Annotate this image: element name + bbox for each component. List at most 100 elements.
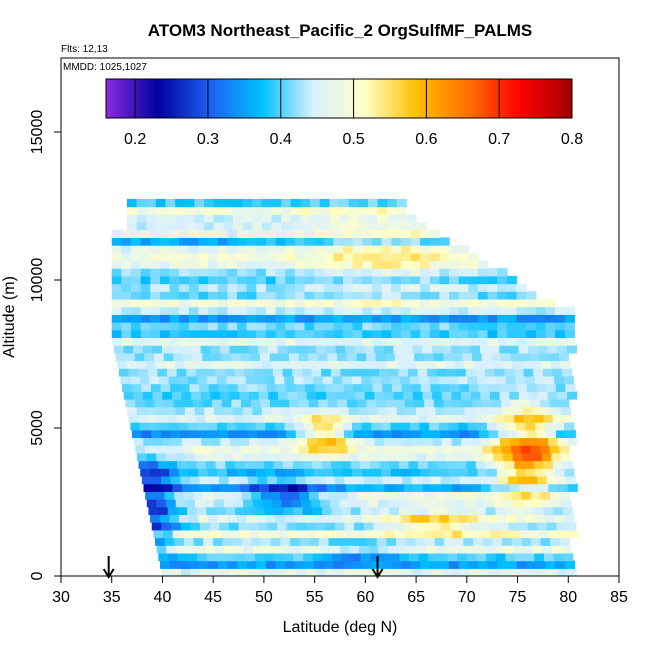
heatmap-cell [188,514,199,523]
heatmap-cell [555,306,566,315]
heatmap-cell [436,545,447,554]
heatmap-cell [419,422,430,431]
heatmap-cell [499,391,510,400]
heatmap-cell [552,414,563,423]
heatmap-cell [223,214,234,223]
heatmap-cell [227,337,239,346]
heatmap-cell [260,398,271,408]
heatmap-cell [342,422,353,431]
heatmap-cell [188,314,200,323]
heatmap-cell [516,298,527,308]
heatmap-cell [530,537,542,546]
heatmap-cell [316,391,327,400]
heatmap-cell [530,491,541,500]
heatmap-cell [227,329,238,339]
heatmap-cell [367,198,379,208]
heatmap-cell [480,391,491,400]
heatmap-cell [224,368,236,377]
heatmap-cell [541,406,552,415]
heatmap-cell [237,337,248,346]
heatmap-cell [352,468,363,477]
heatmap-cell [406,360,417,369]
heatmap-cell [157,460,169,469]
heatmap-cell [366,445,377,454]
heatmap-cell [352,275,363,285]
heatmap-cell [123,391,134,400]
heatmap-cell [264,375,276,385]
heatmap-cell [344,522,355,531]
heatmap-cell [381,322,392,331]
x-tick-label: 60 [356,589,374,606]
heatmap-cell [203,537,214,546]
heatmap-cell [181,345,192,354]
heatmap-cell [223,198,234,208]
heatmap-cell [217,260,228,269]
heatmap-cell [389,552,400,562]
heatmap-cell [304,245,315,254]
heatmap-cell [154,491,166,500]
heatmap-cell [226,468,238,477]
heatmap-cell [420,275,431,285]
heatmap-cell [111,322,122,331]
heatmap-cell [374,391,385,400]
heatmap-cell [333,560,344,569]
heatmap-cell [454,452,466,462]
heatmap-cell [391,560,402,569]
heatmap-cell [468,252,479,262]
heatmap-cell [477,329,489,339]
heatmap-cell [181,391,192,400]
heatmap-cell [390,468,402,477]
heatmap-cell [381,237,392,246]
heatmap-cell [303,375,314,385]
heatmap-cell [483,452,495,462]
heatmap-cell [265,229,277,238]
heatmap-cell [219,568,230,576]
heatmap-cell [271,206,282,215]
heatmap-cell [133,391,144,400]
heatmap-cell [237,252,248,262]
heatmap-cell [275,283,286,292]
heatmap-cell [209,475,220,485]
heatmap-cell [525,422,536,431]
heatmap-cell [136,206,147,215]
heatmap-cell [411,522,423,531]
heatmap-cell [237,429,249,439]
heatmap-cell [227,314,238,323]
heatmap-cell [131,337,142,346]
heatmap-cell [494,368,505,377]
heatmap-cell [494,545,505,554]
heatmap-cell [186,460,197,469]
heatmap-cell [404,352,415,362]
heatmap-cell [408,552,420,562]
heatmap-cell [362,298,373,308]
heatmap-cell [497,329,508,339]
heatmap-cell [391,322,402,331]
heatmap-cell [422,437,433,446]
heatmap-cell [204,198,215,208]
heatmap-cell [449,337,460,346]
heatmap-cell [558,352,570,362]
heatmap-cell [140,468,151,477]
heatmap-cell [379,414,390,423]
heatmap-cell [249,437,260,446]
heatmap-cell [403,391,414,400]
heatmap-cell [472,352,483,362]
heatmap-cell [448,375,459,385]
heatmap-cell [497,560,508,569]
heatmap-cell [294,260,306,269]
heatmap-cell [376,537,387,546]
heatmap-cell [242,452,254,462]
heatmap-cell [387,499,398,508]
heatmap-cell [326,483,337,492]
heatmap-cell [375,398,387,408]
heatmap-cell [227,245,238,254]
heatmap-cell [451,345,462,354]
heatmap-cell [258,345,269,354]
heatmap-cell [442,529,453,539]
heatmap-cell [537,475,548,485]
heatmap-cell [432,529,444,539]
heatmap-cell [273,414,284,423]
heatmap-cell [339,452,350,462]
heatmap-cell [179,237,190,246]
heatmap-cell [458,252,469,262]
